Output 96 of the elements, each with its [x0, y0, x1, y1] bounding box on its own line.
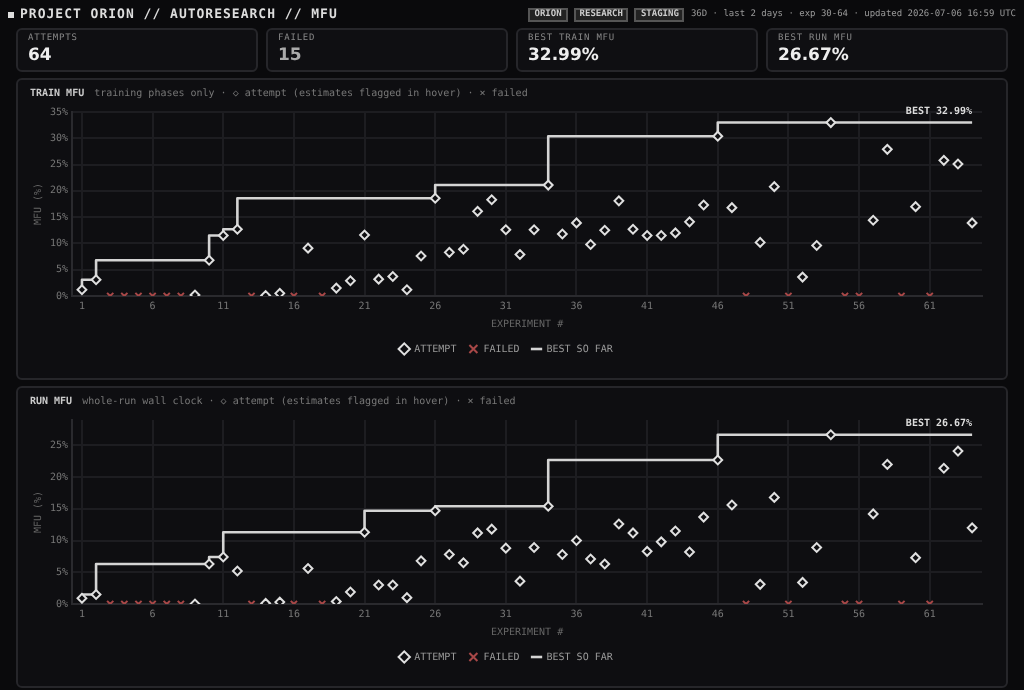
point — [698, 199, 710, 211]
point — [571, 217, 582, 229]
point — [797, 271, 808, 283]
point — [203, 254, 215, 266]
point — [203, 558, 215, 570]
point — [556, 549, 568, 560]
point — [443, 549, 455, 560]
point — [76, 284, 88, 296]
point — [867, 214, 879, 226]
text: 26.67% — [778, 46, 849, 66]
point — [754, 236, 766, 248]
point — [500, 224, 512, 236]
point — [754, 578, 766, 590]
point — [712, 454, 724, 466]
point — [472, 527, 483, 539]
point — [599, 224, 611, 236]
point — [359, 526, 370, 538]
point — [768, 181, 780, 193]
point — [387, 579, 399, 591]
point — [599, 558, 611, 570]
point — [571, 535, 582, 546]
point — [952, 445, 964, 457]
point — [330, 282, 342, 294]
point — [387, 271, 399, 282]
point — [867, 508, 879, 520]
point — [500, 542, 512, 554]
point — [641, 230, 653, 241]
point — [712, 130, 724, 142]
point — [768, 492, 780, 503]
point — [401, 592, 413, 604]
point — [811, 542, 823, 553]
point — [627, 223, 639, 235]
point — [825, 429, 837, 441]
point — [542, 179, 554, 191]
point — [585, 239, 597, 250]
point — [726, 499, 738, 511]
point — [231, 565, 243, 577]
point — [76, 592, 88, 604]
point — [401, 284, 413, 296]
point — [669, 525, 681, 537]
point — [486, 194, 498, 206]
point — [825, 117, 837, 128]
point — [726, 202, 738, 214]
point — [910, 201, 921, 213]
point — [655, 230, 667, 241]
point — [302, 563, 314, 574]
point — [881, 459, 893, 470]
point — [486, 523, 498, 535]
point — [684, 216, 695, 228]
point — [345, 586, 356, 598]
point — [429, 192, 441, 204]
point — [542, 500, 554, 512]
point — [302, 242, 314, 254]
point — [231, 223, 243, 235]
point — [217, 551, 229, 563]
point — [528, 224, 540, 236]
point — [528, 542, 540, 553]
point — [966, 217, 978, 229]
point — [90, 274, 102, 286]
text: 64 — [28, 46, 52, 66]
point — [514, 249, 526, 260]
point — [811, 240, 823, 251]
point — [910, 552, 921, 564]
point — [655, 536, 667, 548]
point — [698, 511, 710, 523]
point — [641, 545, 653, 557]
point — [90, 589, 102, 600]
point — [514, 575, 526, 587]
text: 32.99% — [528, 46, 599, 66]
point — [429, 505, 441, 517]
point — [359, 229, 370, 241]
point — [415, 555, 427, 567]
point — [585, 553, 597, 565]
point — [556, 228, 568, 240]
point — [613, 195, 625, 207]
point — [797, 577, 808, 588]
point — [627, 527, 639, 539]
point — [938, 154, 950, 166]
point — [373, 273, 385, 285]
point — [669, 227, 681, 239]
point — [938, 462, 950, 474]
point — [472, 205, 483, 217]
point — [443, 246, 455, 258]
point — [684, 546, 695, 558]
point — [345, 275, 356, 287]
point — [952, 158, 964, 170]
point — [217, 230, 229, 241]
point — [613, 518, 625, 530]
point — [415, 250, 427, 262]
point — [966, 522, 978, 534]
point — [373, 579, 385, 591]
point — [458, 557, 469, 569]
point — [274, 287, 286, 296]
point — [881, 143, 893, 155]
point — [458, 243, 469, 255]
text: 15 — [278, 46, 302, 66]
